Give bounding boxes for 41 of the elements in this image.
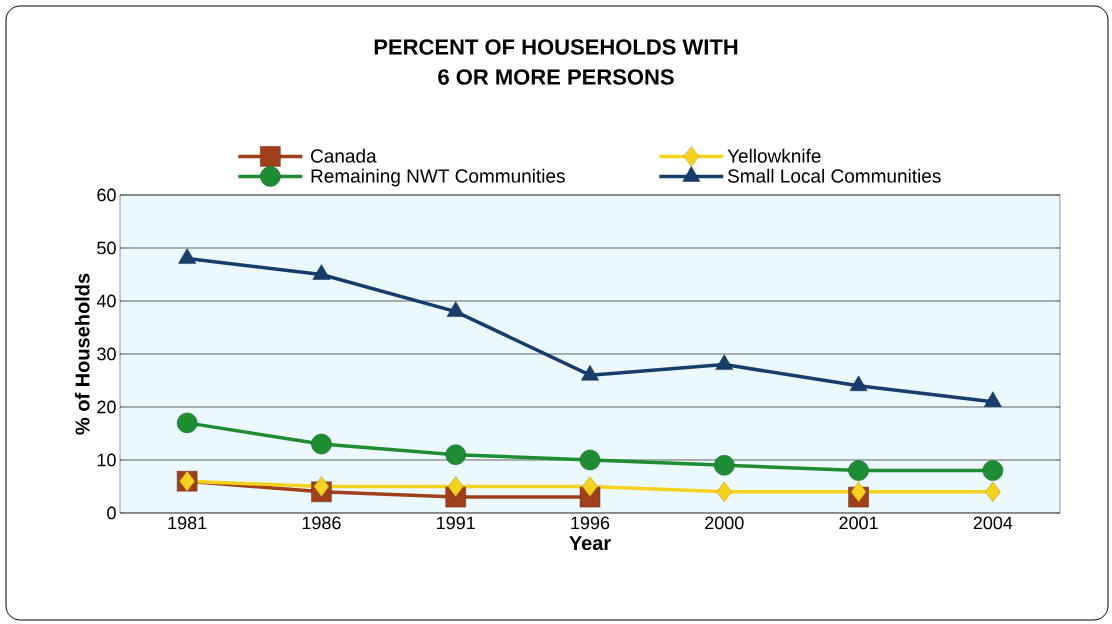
x-tick-label: 1996 [571,516,610,530]
point [176,412,198,434]
y-tick-label: 10 [97,453,116,467]
y-tick-label: 30 [97,347,116,361]
x-tick-label: 2001 [839,516,878,530]
point [849,375,868,392]
point [983,391,1002,407]
legend-label: Remaining NWT Communities [311,168,565,187]
x-axis-title: Year [569,536,611,551]
point [985,481,1001,503]
point [579,449,601,471]
y-tick-label: 0 [107,506,116,520]
point [582,476,598,497]
point [714,455,735,476]
y-tick-label: 50 [97,241,116,255]
y-axis-title: % of Households [74,273,90,435]
y-tick-label: 40 [96,294,116,308]
point [446,301,465,317]
legend-label: Yellowknife [727,148,821,163]
point [982,460,1004,481]
x-tick-label: 1991 [437,516,475,530]
point [447,476,464,497]
x-tick-label: 2004 [973,516,1013,530]
x-tick-label: 1981 [168,516,207,530]
point [581,364,599,381]
point [312,264,331,280]
point [313,476,330,497]
point [848,460,869,481]
point [850,481,867,503]
x-tick-label: 1986 [302,516,341,530]
point [445,444,466,465]
y-tick-label: 60 [97,188,116,202]
point [716,481,733,503]
x-tick-label: 2000 [705,516,744,530]
point [715,354,734,370]
legend-label: Canada [311,148,377,163]
point [311,433,332,455]
legend-label: Small Local Communities [727,168,941,183]
y-tick-label: 20 [97,400,116,414]
point [178,248,197,264]
chart-title: PERCENT OF HOUSEHOLDS WITH 6 OR MORE PERSONS [374,39,738,85]
